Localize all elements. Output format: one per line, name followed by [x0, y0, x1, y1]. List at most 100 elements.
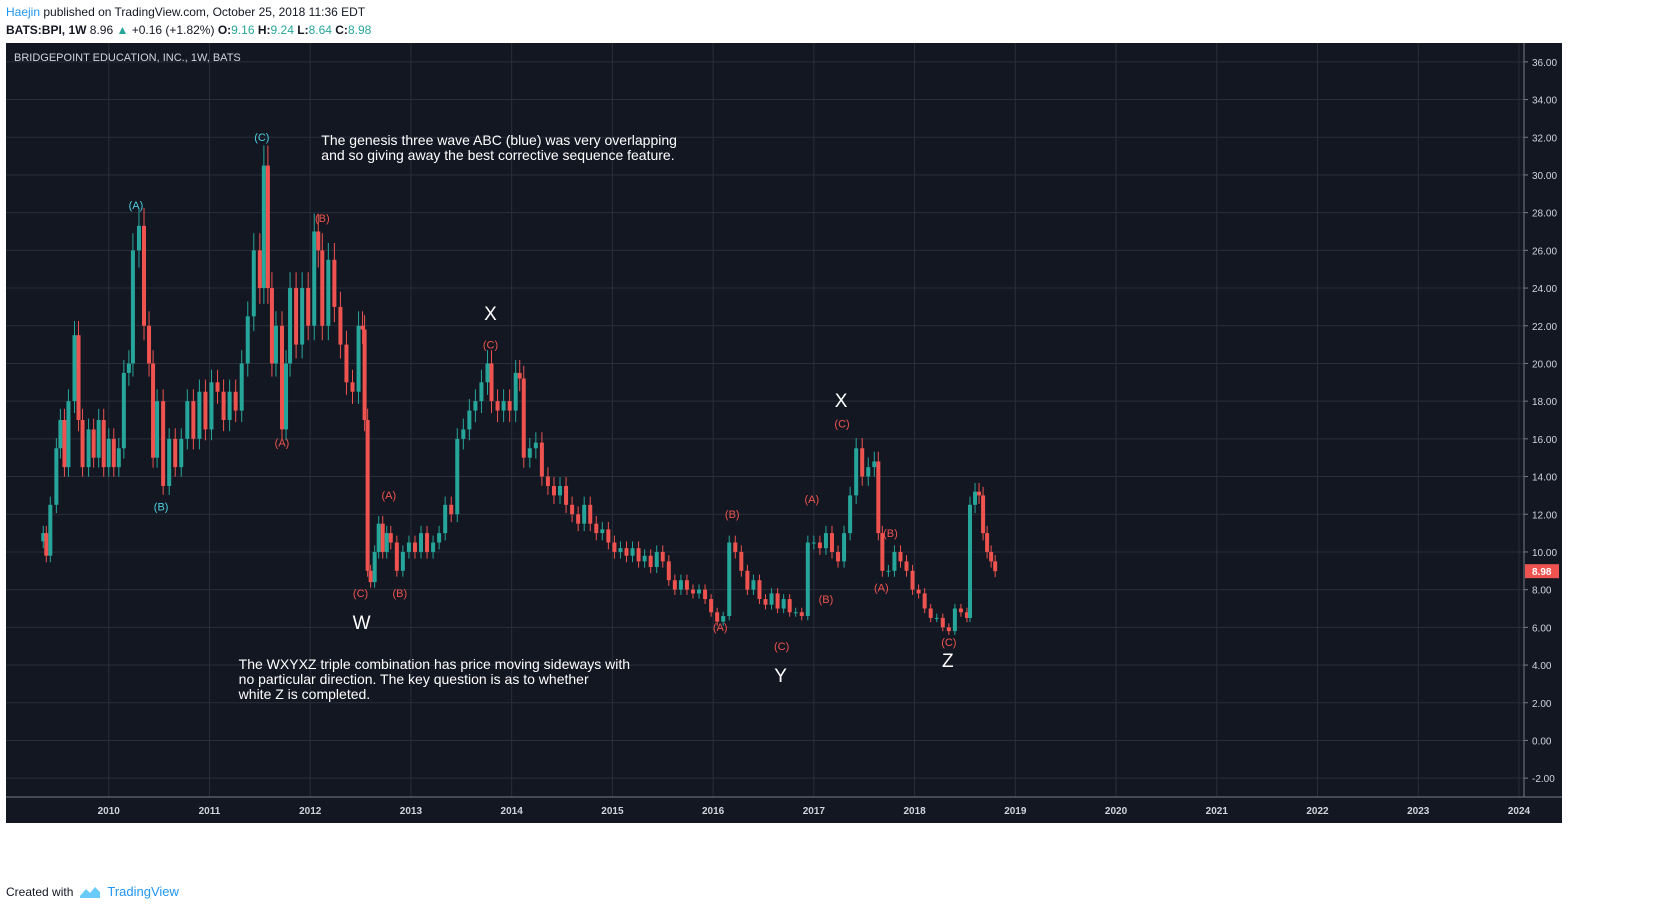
candle-body: [781, 599, 786, 609]
y-tick-label: 6.00: [1532, 623, 1552, 634]
candle-body: [872, 461, 877, 468]
candle-body: [666, 561, 671, 581]
y-tick-label: 20.00: [1532, 359, 1557, 370]
wave-label: (A): [275, 437, 290, 449]
chart-container[interactable]: 36.00 34.00 32.00 30.00 28.00 26.00 24.00 22.00…: [6, 43, 1562, 828]
candle-body: [507, 401, 512, 411]
open-label: O:: [217, 23, 232, 37]
candle-body: [116, 448, 121, 468]
candle-body: [934, 617, 939, 619]
wave-degree-label: X: [835, 391, 848, 412]
candle-body: [306, 288, 311, 326]
wave-label: (B): [315, 213, 330, 225]
wave-label: (A): [874, 583, 889, 595]
candle-body: [964, 612, 969, 618]
candle-body: [642, 555, 647, 562]
candle-body: [365, 420, 370, 571]
y-tick-label: 32.00: [1532, 133, 1557, 144]
candle-body: [179, 438, 184, 468]
candle-body: [332, 259, 337, 307]
price-chart[interactable]: 36.00 34.00 32.00 30.00 28.00 26.00 24.00 22.00…: [6, 43, 1562, 823]
candle-body: [697, 589, 702, 594]
y-tick-label: 22.00: [1532, 322, 1557, 333]
candle-body: [690, 589, 695, 594]
candle-body: [648, 555, 653, 568]
candle-body: [721, 616, 726, 622]
published-text: published on TradingView.com, October 25…: [43, 5, 366, 19]
y-tick-label: 34.00: [1532, 96, 1557, 107]
low-value: 8.64: [308, 23, 332, 37]
tradingview-link[interactable]: TradingView: [107, 884, 179, 899]
candle-body: [362, 329, 367, 420]
candle-body: [449, 504, 454, 515]
candle-body: [239, 363, 244, 411]
candle-body: [167, 438, 172, 486]
candle-body: [866, 467, 871, 477]
y-tick-label: 26.00: [1532, 246, 1557, 257]
open-value: 9.16: [231, 23, 255, 37]
candle-body: [684, 580, 689, 590]
candle-body: [155, 401, 160, 458]
x-tick-label: 2012: [299, 806, 322, 817]
candle-body: [419, 533, 424, 552]
candle-body: [558, 485, 563, 496]
candle-body: [533, 442, 538, 449]
close-value: 8.98: [347, 23, 372, 37]
wave-label: (B): [393, 588, 408, 600]
candle-body: [245, 316, 250, 364]
candle-body: [793, 612, 798, 614]
wave-label: (A): [381, 490, 396, 502]
candle-body: [600, 529, 605, 534]
wave-label: (C): [941, 637, 956, 649]
candle-body: [62, 420, 67, 468]
candle-body: [495, 401, 500, 411]
candle-body: [703, 589, 708, 600]
y-tick-label: 30.00: [1532, 171, 1557, 182]
close-label: C:: [335, 23, 348, 37]
y-tick-label: 36.00: [1532, 58, 1557, 69]
candle-body: [215, 382, 220, 392]
candle-body: [326, 259, 331, 326]
wave-degree-label: W: [353, 613, 371, 634]
candle-body: [916, 589, 921, 594]
candle-body: [727, 542, 732, 617]
candle-body: [836, 551, 841, 562]
candle-body: [185, 401, 190, 439]
candle-body: [745, 570, 750, 590]
candle-body: [928, 608, 933, 618]
candle-body: [400, 551, 405, 571]
wave-label: (B): [819, 594, 834, 606]
publish-header: Haejin published on TradingView.com, Oct…: [6, 3, 1656, 39]
candle-body: [733, 542, 738, 552]
x-tick-label: 2010: [98, 806, 121, 817]
candle-body: [72, 335, 77, 402]
candle-body: [521, 378, 526, 458]
candle-body: [513, 372, 518, 411]
candle-body: [221, 391, 226, 420]
y-tick-label: 14.00: [1532, 473, 1557, 484]
ohlc-line: BATS:BPI, 1W 8.96 ▲ +0.16 (+1.82%) O:9.1…: [6, 21, 1656, 39]
candle-body: [96, 420, 101, 458]
candle-body: [479, 382, 484, 402]
y-tick-label: 16.00: [1532, 435, 1557, 446]
candle-body: [946, 627, 951, 632]
candle-body: [612, 542, 617, 552]
candle-body: [606, 529, 611, 543]
candle-body: [880, 533, 885, 571]
candle-body: [269, 288, 274, 364]
candle-body: [551, 485, 556, 496]
annotation-note-line: The WXYXZ triple combination has price m…: [239, 656, 630, 672]
wave-label: (C): [353, 588, 368, 600]
candle-body: [161, 401, 166, 486]
candle-body: [394, 542, 399, 571]
candle-body: [111, 438, 116, 468]
candle-body: [443, 504, 448, 534]
candle-body: [280, 325, 284, 430]
author-link[interactable]: Haejin: [6, 5, 41, 19]
up-arrow-icon: ▲: [116, 23, 129, 37]
candle-body: [312, 231, 317, 326]
candle-body: [886, 570, 891, 572]
candle-body: [203, 391, 208, 430]
candle-body: [356, 325, 361, 392]
candle-body: [338, 306, 343, 345]
